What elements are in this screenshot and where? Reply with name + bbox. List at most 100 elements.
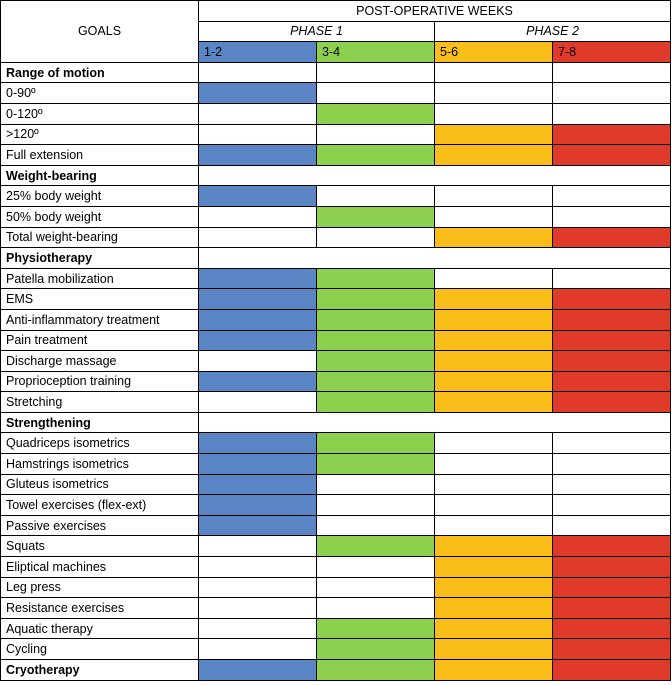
week-header-1-2: 1-2 [198, 41, 317, 63]
empty-week-cell [552, 61, 671, 84]
table-row: Gluteus isometrics [0, 473, 671, 496]
active-week-cell [434, 535, 553, 558]
active-week-cell [198, 82, 317, 104]
active-week-cell [552, 288, 671, 310]
active-week-cell [316, 638, 435, 660]
empty-week-cell [434, 82, 553, 104]
empty-week-cell [198, 226, 317, 249]
section-row: Cryotherapy [0, 659, 671, 681]
phase-1-header: PHASE 1 [198, 20, 435, 43]
table-row: Cycling [0, 638, 671, 660]
empty-week-cell [198, 350, 317, 372]
empty-week-cell [552, 473, 671, 496]
goal-label: Total weight-bearing [0, 226, 199, 249]
empty-week-cell [552, 185, 671, 207]
empty-week-cell [198, 61, 317, 84]
empty-week-cell [198, 638, 317, 660]
empty-week-cell [552, 453, 671, 475]
goal-label: Hamstrings isometrics [0, 453, 199, 475]
active-week-cell [552, 597, 671, 619]
active-week-cell [198, 514, 317, 537]
empty-week-cell [434, 185, 553, 207]
section-spacer-cell [198, 164, 671, 187]
empty-week-cell [434, 453, 553, 475]
empty-week-cell [198, 123, 317, 146]
empty-week-cell [434, 432, 553, 455]
active-week-cell [434, 226, 553, 249]
table-row: Full extension [0, 144, 671, 166]
week-header-3-4: 3-4 [316, 41, 435, 63]
active-week-cell [198, 144, 317, 166]
active-week-cell [198, 473, 317, 496]
active-week-cell [198, 288, 317, 310]
table-row: Leg press [0, 576, 671, 599]
empty-week-cell [552, 514, 671, 537]
table-row: Discharge massage [0, 350, 671, 372]
table-row: 0-90º [0, 82, 671, 104]
active-week-cell [198, 267, 317, 290]
post-operative-weeks-header: POST-OPERATIVE WEEKS [198, 0, 671, 22]
empty-week-cell [316, 473, 435, 496]
goal-label: Anti-inflammatory treatment [0, 308, 199, 331]
empty-week-cell [316, 226, 435, 249]
table-row: Patella mobilization [0, 267, 671, 290]
empty-week-cell [198, 617, 317, 640]
active-week-cell [316, 329, 435, 352]
empty-week-cell [316, 494, 435, 516]
active-week-cell [434, 350, 553, 372]
active-week-cell [552, 391, 671, 413]
empty-week-cell [198, 205, 317, 228]
active-week-cell [198, 453, 317, 475]
active-week-cell [434, 288, 553, 310]
goal-label: Leg press [0, 576, 199, 599]
section-heading: Physiotherapy [0, 247, 199, 269]
section-heading: Cryotherapy [0, 659, 199, 681]
goal-label: Eliptical machines [0, 556, 199, 578]
goal-label: Cycling [0, 638, 199, 660]
active-week-cell [434, 123, 553, 146]
active-week-cell [434, 576, 553, 599]
empty-week-cell [198, 102, 317, 125]
goal-label: Proprioception training [0, 370, 199, 393]
empty-week-cell [434, 494, 553, 516]
section-row: Physiotherapy [0, 247, 671, 269]
empty-week-cell [198, 556, 317, 578]
active-week-cell [316, 288, 435, 310]
goal-label: Gluteus isometrics [0, 473, 199, 496]
active-week-cell [316, 144, 435, 166]
table-row: >120º [0, 123, 671, 146]
active-week-cell [198, 432, 317, 455]
active-week-cell [552, 144, 671, 166]
week-header-5-6: 5-6 [434, 41, 553, 63]
section-heading: Weight-bearing [0, 164, 199, 187]
empty-week-cell [316, 82, 435, 104]
active-week-cell [198, 370, 317, 393]
table-row: Total weight-bearing [0, 226, 671, 249]
active-week-cell [434, 308, 553, 331]
table-row: Squats [0, 535, 671, 558]
goal-label: Resistance exercises [0, 597, 199, 619]
active-week-cell [552, 659, 671, 681]
table-row: Aquatic therapy [0, 617, 671, 640]
table-row: EMS [0, 288, 671, 310]
week-header-row: 1-2 3-4 5-6 7-8 [1, 41, 671, 63]
active-week-cell [198, 329, 317, 352]
empty-week-cell [316, 556, 435, 578]
active-week-cell [198, 494, 317, 516]
section-row: Range of motion [0, 61, 671, 84]
active-week-cell [316, 102, 435, 125]
empty-week-cell [316, 576, 435, 599]
empty-week-cell [316, 185, 435, 207]
active-week-cell [198, 659, 317, 681]
empty-week-cell [316, 61, 435, 84]
table-row: 50% body weight [0, 205, 671, 228]
table-row: Towel exercises (flex-ext) [0, 494, 671, 516]
table-row: Resistance exercises [0, 597, 671, 619]
active-week-cell [316, 205, 435, 228]
empty-week-cell [198, 391, 317, 413]
active-week-cell [316, 535, 435, 558]
week-header-7-8: 7-8 [552, 41, 671, 63]
active-week-cell [434, 391, 553, 413]
